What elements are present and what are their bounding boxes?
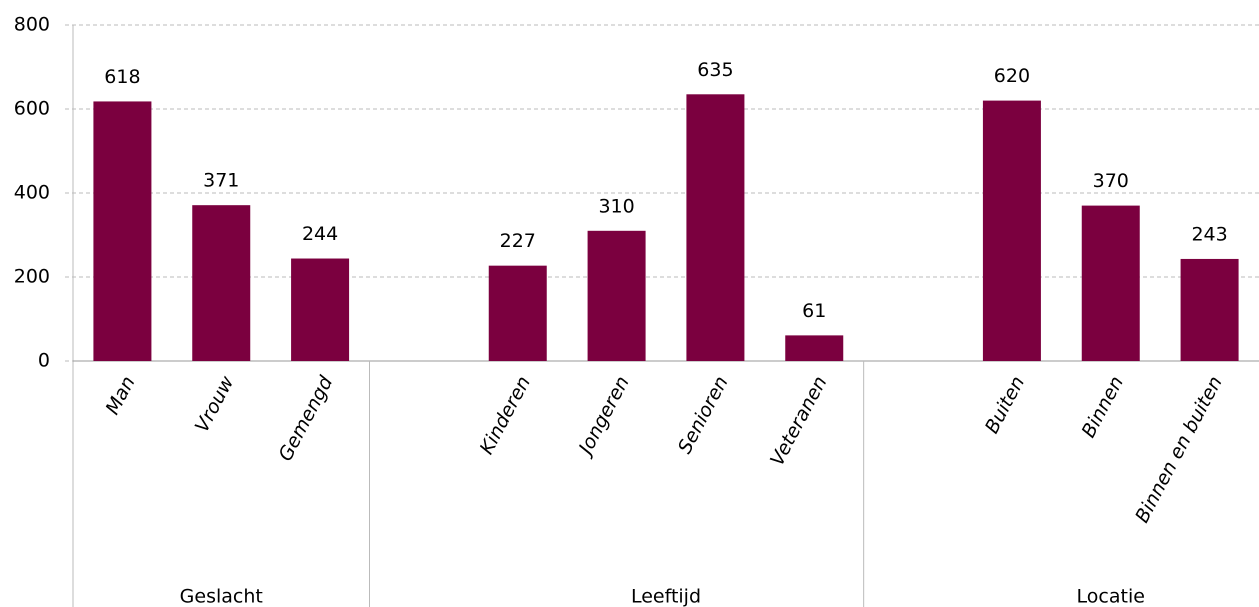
bar <box>488 265 547 361</box>
x-tick-label: Kinderen <box>476 373 535 458</box>
y-tick-label: 200 <box>14 266 50 288</box>
y-tick-label: 600 <box>14 98 50 120</box>
data-label: 620 <box>994 65 1030 87</box>
bar <box>291 258 350 361</box>
x-tick-label: Gemengd <box>274 372 337 465</box>
bar <box>686 94 745 362</box>
data-label: 227 <box>500 230 536 252</box>
group-label: Geslacht <box>180 586 263 607</box>
data-label: 310 <box>598 195 634 217</box>
data-label: 243 <box>1191 223 1227 245</box>
data-label: 244 <box>302 223 338 245</box>
x-tick-label: Veteranen <box>766 373 831 470</box>
x-tick-label: Binnen <box>1078 373 1128 442</box>
y-tick-label: 0 <box>38 350 50 372</box>
data-label: 61 <box>802 300 826 322</box>
bar <box>785 335 844 361</box>
y-tick-label: 800 <box>14 14 50 36</box>
bar <box>587 230 646 361</box>
data-label: 618 <box>104 66 140 88</box>
data-label: 635 <box>697 59 733 81</box>
bar <box>1180 258 1239 361</box>
x-tick-label: Senioren <box>674 373 733 458</box>
bar <box>192 205 251 361</box>
y-tick-label: 400 <box>14 182 50 204</box>
group-label: Locatie <box>1077 586 1145 607</box>
x-tick-label: Buiten <box>981 373 1029 438</box>
x-tick-label: Man <box>101 373 139 419</box>
group-label: Leeftijd <box>631 586 701 607</box>
bar <box>982 100 1041 361</box>
bar <box>93 101 152 361</box>
x-tick-label: Vrouw <box>191 372 239 436</box>
data-label: 370 <box>1093 170 1129 192</box>
bar <box>1081 205 1140 361</box>
x-tick-label: Jongeren <box>573 373 634 462</box>
data-label: 371 <box>203 170 239 192</box>
x-tick-label: Binnen en buiten <box>1131 373 1227 527</box>
